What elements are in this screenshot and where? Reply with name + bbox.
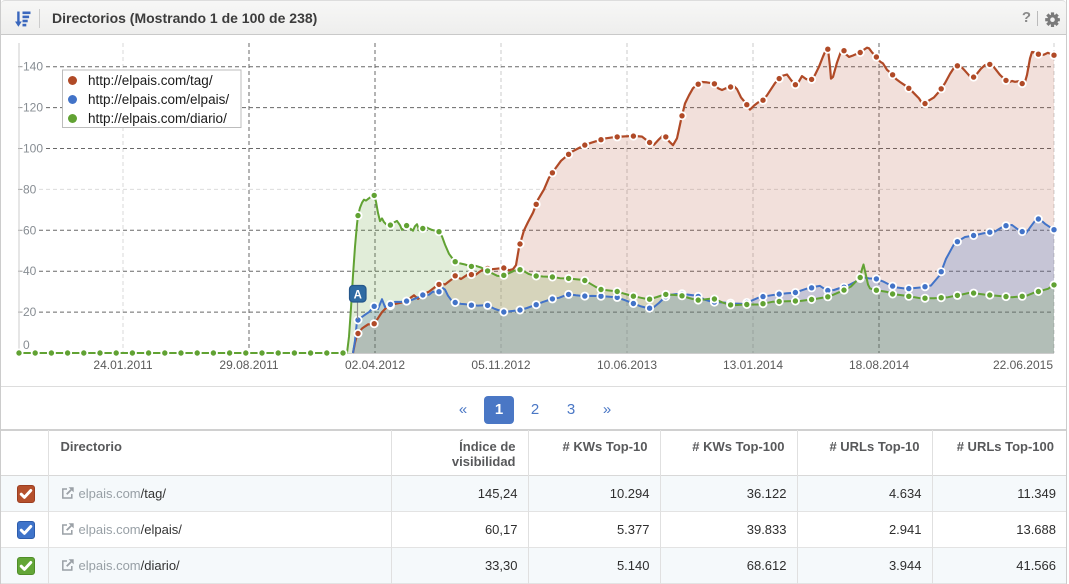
svg-text:13.01.2014: 13.01.2014: [723, 358, 783, 372]
svg-text:18.08.2014: 18.08.2014: [849, 358, 909, 372]
svg-text:120: 120: [23, 101, 43, 115]
svg-text:40: 40: [23, 264, 37, 278]
svg-text:29.08.2011: 29.08.2011: [219, 358, 278, 372]
svg-text:02.04.2012: 02.04.2012: [345, 358, 405, 372]
svg-text:60: 60: [23, 223, 37, 237]
svg-text:100: 100: [23, 142, 43, 156]
svg-text:http://elpais.com/elpais/: http://elpais.com/elpais/: [88, 92, 229, 107]
svg-text:140: 140: [23, 60, 43, 74]
svg-text:80: 80: [23, 182, 37, 196]
svg-text:24.01.2011: 24.01.2011: [93, 358, 152, 372]
svg-text:0: 0: [23, 338, 30, 352]
svg-text:10.06.2013: 10.06.2013: [597, 358, 657, 372]
svg-text:22.06.2015: 22.06.2015: [993, 358, 1053, 372]
svg-text:A: A: [354, 289, 362, 301]
svg-text:http://elpais.com/tag/: http://elpais.com/tag/: [88, 73, 213, 88]
svg-text:20: 20: [23, 305, 37, 319]
svg-text:05.11.2012: 05.11.2012: [471, 358, 530, 372]
svg-text:http://elpais.com/diario/: http://elpais.com/diario/: [88, 111, 227, 126]
